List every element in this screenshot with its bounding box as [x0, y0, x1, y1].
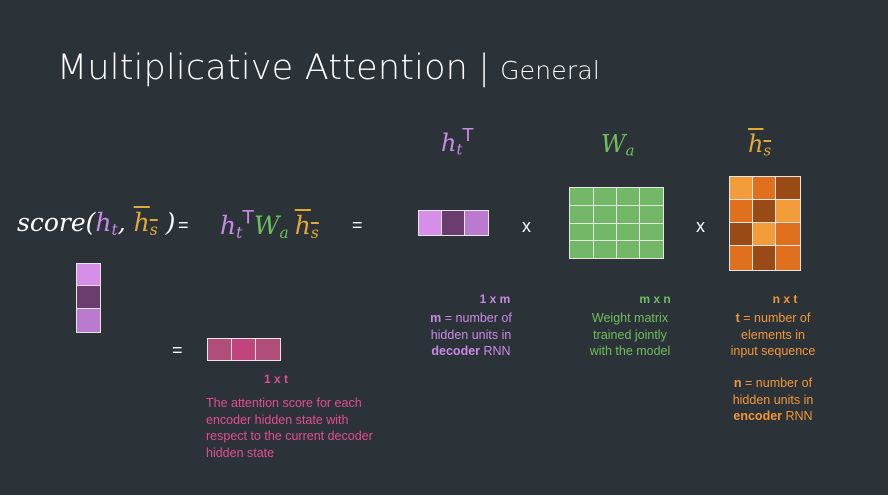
- times-2: x: [696, 216, 705, 236]
- ht-cell: [442, 211, 465, 235]
- ht-symbol: ht: [95, 208, 118, 239]
- score-label: score: [17, 208, 86, 237]
- hs-dimension: n x t: [772, 292, 798, 306]
- wa-description: Weight matrix trained jointly with the m…: [589, 311, 671, 358]
- equals-1: =: [178, 215, 189, 235]
- grid-line: [570, 240, 663, 241]
- hs-symbol: hs: [133, 208, 158, 239]
- wa-dimension: m x n: [639, 292, 671, 306]
- score-dimension: 1 x t: [263, 372, 288, 386]
- ht-cell: [419, 211, 442, 235]
- hs-cell: [776, 200, 800, 222]
- comma: ,: [117, 208, 134, 237]
- hs-cell: [730, 223, 752, 245]
- equals-3: =: [172, 340, 183, 360]
- score-description: The attention score for each encoder hid…: [206, 396, 373, 460]
- ht-row-vector: [418, 210, 489, 236]
- hs-cell: [776, 246, 800, 270]
- ht-col-cell: [77, 264, 100, 286]
- hs-cell: [730, 177, 752, 199]
- score-cell: [208, 339, 232, 360]
- hs-cell: [753, 246, 775, 270]
- ht-col-cell: [77, 286, 100, 309]
- hs-header: hs: [748, 130, 772, 160]
- title-sub: General: [500, 56, 600, 85]
- title-main: Multiplicative Attention: [57, 48, 469, 88]
- hs-cell: [730, 200, 752, 222]
- hs-matrix: [729, 176, 801, 271]
- title-separator: |: [478, 48, 491, 88]
- wa-header: Wa: [601, 130, 635, 160]
- times-1: x: [522, 216, 531, 236]
- ht-col-cell: [77, 309, 100, 332]
- ht-dimension: 1 x m: [479, 292, 511, 306]
- hs-cell: [730, 246, 752, 270]
- hs-bar-symbol: hs: [294, 211, 319, 243]
- equals-2: =: [352, 215, 363, 235]
- hs-cell: [753, 223, 775, 245]
- ht-header: htT: [441, 125, 474, 159]
- page-title: Multiplicative Attention | General: [57, 48, 600, 88]
- grid-line: [570, 205, 663, 206]
- score-cell: [232, 339, 256, 360]
- hs-cell: [776, 177, 800, 199]
- ht-column-vector: [76, 263, 101, 333]
- grid-line: [570, 223, 663, 224]
- product-expression: htTWa hs: [220, 208, 319, 242]
- score-expression: score(ht, hs ): [17, 208, 175, 239]
- hs-description-t: t = number of elements in input sequence: [730, 311, 816, 358]
- paren-close: ): [157, 208, 176, 237]
- wa-matrix: [569, 187, 664, 259]
- hs-cell: [753, 200, 775, 222]
- wa-symbol: Wa: [253, 211, 289, 243]
- score-cell: [256, 339, 280, 360]
- hs-description-n: n = number of hidden units in encoder RN…: [732, 376, 814, 423]
- hs-cell: [776, 223, 800, 245]
- hs-cell: [753, 177, 775, 199]
- ht-cell: [465, 211, 488, 235]
- ht-T-symbol: htT: [220, 208, 254, 243]
- ht-description: m = number of hidden units in decoder RN…: [430, 311, 512, 358]
- paren-open: (: [85, 208, 96, 237]
- score-row-vector: [207, 338, 281, 361]
